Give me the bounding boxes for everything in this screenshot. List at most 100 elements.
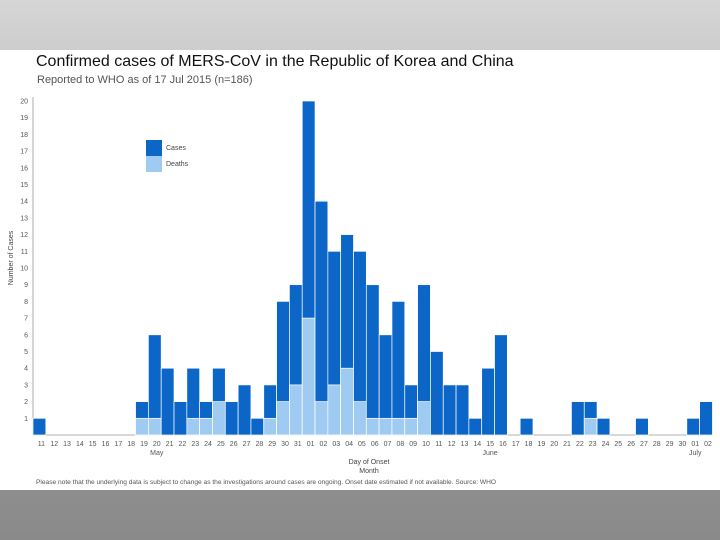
legend: Cases Deaths <box>146 140 189 172</box>
x-tick-label: 29 <box>268 441 276 448</box>
legend-label-cases: Cases <box>166 145 186 152</box>
y-tick-label: 2 <box>24 399 28 406</box>
x-tick-label: 25 <box>217 441 225 448</box>
x-tick-label: 13 <box>461 441 469 448</box>
bar-cases <box>442 384 457 436</box>
x-tick-label: 01 <box>691 441 699 448</box>
bar-cases <box>32 417 47 436</box>
x-tick-label: 03 <box>332 441 340 448</box>
x-tick-label: 30 <box>281 441 289 448</box>
x-tick-label: 11 <box>38 441 45 448</box>
bar-deaths <box>327 384 342 436</box>
bar-cases <box>160 367 175 436</box>
y-tick-label: 1 <box>24 416 28 423</box>
bar-cases <box>455 384 470 436</box>
bar-cases <box>314 200 329 436</box>
x-axis-sublabel: Month <box>359 468 379 475</box>
y-tick-label: 9 <box>24 282 28 289</box>
month-label: May <box>150 450 164 457</box>
legend-swatch-deaths <box>146 156 162 172</box>
x-tick-label: 27 <box>640 441 648 448</box>
x-tick-label: 29 <box>666 441 674 448</box>
bar-cases <box>699 401 713 436</box>
bar-deaths <box>186 417 201 436</box>
month-label: June <box>483 450 498 457</box>
y-tick-label: 10 <box>20 266 28 273</box>
x-tick-label: 04 <box>345 441 353 448</box>
bar-deaths <box>353 401 367 436</box>
x-tick-label: 06 <box>371 441 379 448</box>
x-tick-label: 26 <box>230 441 238 448</box>
y-tick-label: 13 <box>20 215 28 222</box>
x-tick-label: 08 <box>396 441 404 448</box>
bar-cases <box>571 401 585 436</box>
x-tick-label: 31 <box>294 441 302 448</box>
bar-deaths <box>417 401 431 436</box>
bar-deaths <box>378 417 393 436</box>
x-tick-label: 12 <box>50 441 58 448</box>
bar-deaths <box>391 417 406 436</box>
x-tick-label: 14 <box>473 441 481 448</box>
bar-cases <box>365 284 380 436</box>
y-tick-label: 14 <box>20 199 28 206</box>
bar-deaths <box>199 417 213 436</box>
x-tick-label: 20 <box>550 441 558 448</box>
y-tick-label: 6 <box>24 332 28 339</box>
x-tick-label: 10 <box>422 441 430 448</box>
x-tick-label: 13 <box>63 441 71 448</box>
bar-cases <box>481 367 495 436</box>
y-tick-label: 18 <box>20 132 28 139</box>
x-tick-label: 18 <box>127 441 135 448</box>
x-tick-label: 23 <box>589 441 597 448</box>
bar-cases <box>635 417 649 436</box>
bar-cases <box>391 301 406 436</box>
x-tick-label: 02 <box>704 441 712 448</box>
bar-deaths <box>365 417 380 436</box>
bar-deaths <box>289 384 303 436</box>
bar-deaths <box>135 417 149 436</box>
y-tick-label: 16 <box>20 165 28 172</box>
bar-cases <box>430 351 444 436</box>
x-tick-label: 20 <box>153 441 161 448</box>
x-tick-label: 30 <box>679 441 687 448</box>
x-tick-label: 15 <box>486 441 494 448</box>
x-tick-label: 22 <box>179 441 187 448</box>
y-tick-label: 20 <box>20 99 28 106</box>
x-tick-label: 18 <box>525 441 533 448</box>
y-tick-label: 8 <box>24 299 28 306</box>
bar-cases <box>519 417 534 436</box>
bar-cases <box>494 334 508 436</box>
x-tick-label: 17 <box>114 441 122 448</box>
x-tick-label: 15 <box>89 441 97 448</box>
x-tick-label: 26 <box>627 441 635 448</box>
bar-deaths <box>404 417 418 436</box>
bar-deaths <box>148 417 162 436</box>
bar-deaths <box>263 417 277 436</box>
month-label: July <box>689 450 702 457</box>
x-tick-label: 19 <box>140 441 148 448</box>
x-tick-label: 09 <box>409 441 417 448</box>
y-axis-label: Number of Cases <box>8 230 15 285</box>
bar-cases <box>224 401 239 436</box>
bar-cases <box>596 417 611 436</box>
x-tick-label: 11 <box>435 441 442 448</box>
chart-subtitle: Reported to WHO as of 17 Jul 2015 (n=186… <box>37 74 253 86</box>
chart-title: Confirmed cases of MERS-CoV in the Repub… <box>36 53 514 70</box>
bar-deaths <box>212 401 226 436</box>
x-tick-label: 14 <box>76 441 84 448</box>
y-tick-label: 4 <box>24 366 28 373</box>
y-tick-label: 11 <box>21 249 28 256</box>
y-tick-label: 12 <box>20 232 28 239</box>
footnote: Please note that the underlying data is … <box>36 479 497 486</box>
legend-swatch-cases <box>146 140 162 156</box>
x-tick-label: 25 <box>614 441 622 448</box>
y-tick-label: 17 <box>20 149 28 156</box>
bar-cases <box>237 384 252 436</box>
bar-cases <box>250 417 265 436</box>
bar-cases <box>468 417 483 436</box>
legend-label-deaths: Deaths <box>166 161 189 168</box>
x-tick-label: 12 <box>448 441 456 448</box>
x-tick-label: 02 <box>320 441 328 448</box>
x-tick-label: 01 <box>307 441 315 448</box>
x-tick-label: 24 <box>602 441 610 448</box>
